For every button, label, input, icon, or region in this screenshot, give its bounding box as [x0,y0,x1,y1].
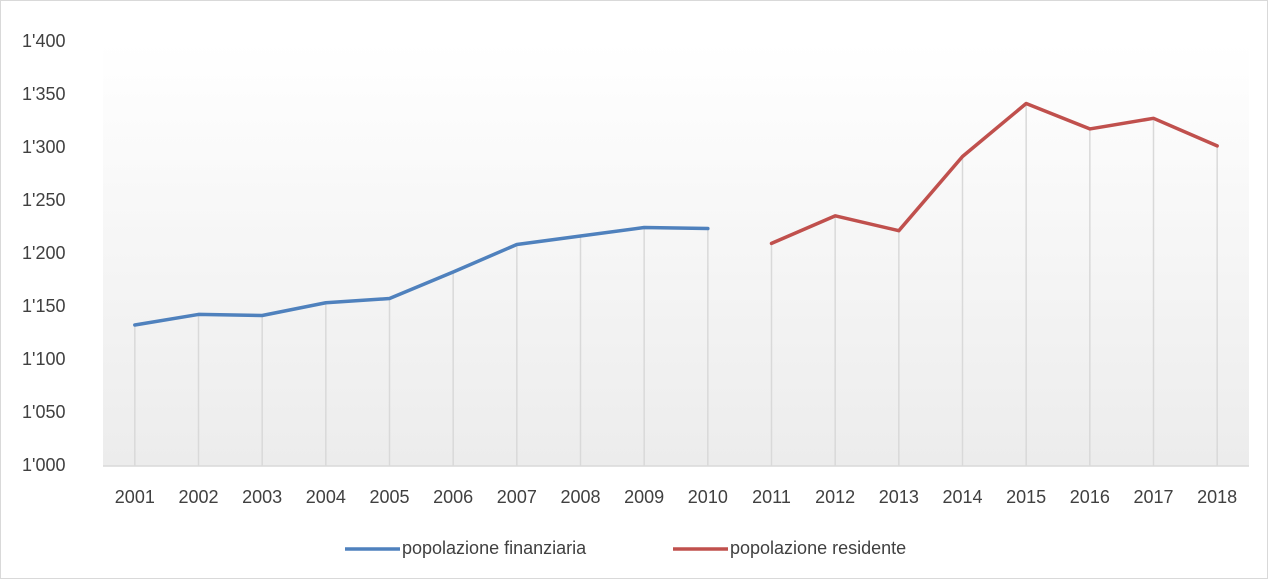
series-line [769,101,1219,246]
legend-label: popolazione residente [730,538,906,558]
x-tick-label: 2015 [1006,487,1046,507]
x-tick-label: 2014 [942,487,982,507]
y-tick-label: 1'100 [22,349,65,369]
x-tick-label: 2003 [242,487,282,507]
y-tick-label: 1'200 [22,243,65,263]
legend-label: popolazione finanziaria [402,538,587,558]
y-tick-label: 1'300 [22,137,65,157]
y-tick-label: 1'350 [22,84,65,104]
x-tick-label: 2011 [752,487,791,507]
x-tick-label: 2018 [1197,487,1237,507]
x-tick-label: 2012 [815,487,855,507]
x-tick-label: 2001 [115,487,155,507]
x-tick-label: 2004 [306,487,346,507]
x-tick-label: 2005 [369,487,409,507]
x-tick-label: 2013 [879,487,919,507]
x-tick-label: 2017 [1133,487,1173,507]
x-tick-label: 2016 [1070,487,1110,507]
y-tick-label: 1'150 [22,296,65,316]
x-tick-label: 2008 [560,487,600,507]
y-tick-label: 1'250 [22,190,65,210]
y-tick-label: 1'400 [22,31,65,51]
x-tick-label: 2010 [688,487,728,507]
series-line [133,225,710,327]
x-tick-label: 2009 [624,487,664,507]
plot-area [103,42,1249,466]
x-tick-label: 2002 [178,487,218,507]
y-tick-label: 1'000 [22,455,65,475]
x-tick-label: 2006 [433,487,473,507]
x-tick-label: 2007 [497,487,537,507]
y-tick-label: 1'050 [22,402,65,422]
